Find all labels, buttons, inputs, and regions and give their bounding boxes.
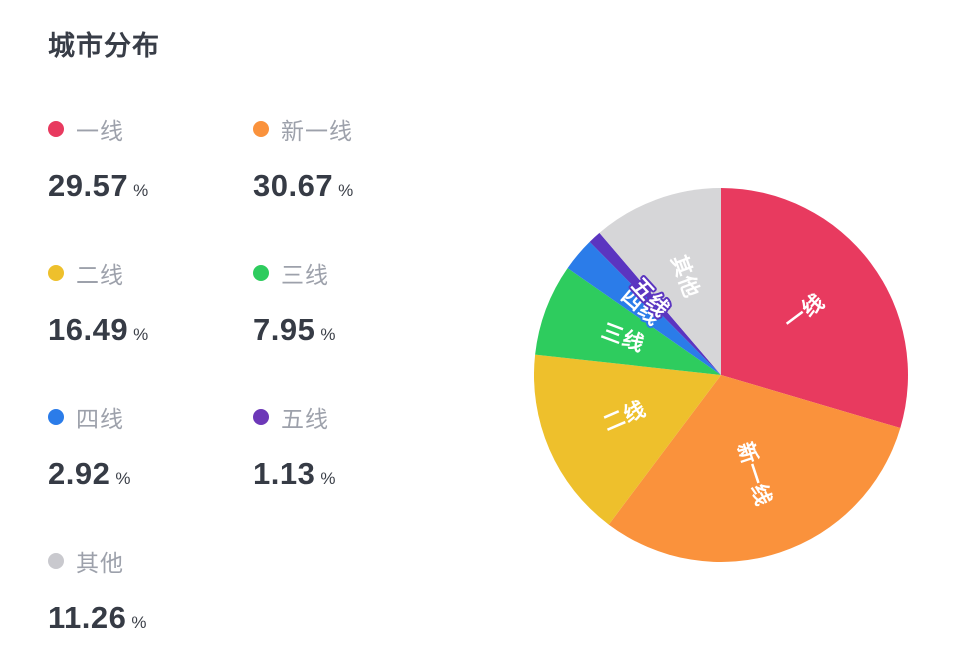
legend-value-line: 1.13 %: [253, 456, 458, 496]
legend-value: 16.49: [48, 312, 129, 347]
legend-dot-icon: [253, 121, 269, 137]
legend-item-other[interactable]: 其他 11.26 %: [48, 546, 253, 640]
legend-value-line: 29.57 %: [48, 168, 253, 208]
legend-label: 三线: [281, 262, 329, 288]
legend-unit: %: [320, 469, 336, 488]
legend-unit: %: [131, 613, 147, 632]
legend-head: 五线: [253, 402, 458, 432]
legend-head: 新一线: [253, 114, 458, 144]
pie-slice-三线[interactable]: [535, 268, 721, 375]
pie-slice-一线[interactable]: [721, 188, 908, 428]
legend-value-line: 7.95 %: [253, 312, 458, 352]
legend-value: 11.26: [48, 600, 127, 635]
legend-dot-icon: [253, 409, 269, 425]
legend-unit: %: [338, 181, 354, 200]
pie-slice-新一线[interactable]: [608, 375, 901, 562]
legend-value-line: 11.26 %: [48, 600, 253, 640]
legend-head: 三线: [253, 258, 458, 288]
legend-value: 2.92: [48, 456, 111, 491]
legend-value: 1.13: [253, 456, 316, 491]
legend: 一线 29.57 % 新一线 30.67 % 二线 16.49 % 三线: [48, 114, 458, 640]
legend-item-tier5[interactable]: 五线 1.13 %: [253, 402, 458, 496]
legend-value-line: 2.92 %: [48, 456, 253, 496]
legend-label: 其他: [76, 550, 124, 576]
legend-head: 二线: [48, 258, 253, 288]
legend-value: 29.57: [48, 168, 129, 203]
pie-slice-四线[interactable]: [567, 241, 721, 375]
legend-item-new-tier1[interactable]: 新一线 30.67 %: [253, 114, 458, 208]
legend-value: 7.95: [253, 312, 316, 347]
legend-label: 新一线: [281, 118, 353, 144]
legend-dot-icon: [48, 409, 64, 425]
legend-item-tier4[interactable]: 四线 2.92 %: [48, 402, 253, 496]
legend-label: 二线: [76, 262, 124, 288]
pie-slice-二线[interactable]: [534, 354, 721, 525]
legend-head: 四线: [48, 402, 253, 432]
legend-unit: %: [115, 469, 131, 488]
legend-head: 其他: [48, 546, 253, 576]
legend-unit: %: [133, 325, 149, 344]
legend-unit: %: [320, 325, 336, 344]
legend-value-line: 30.67 %: [253, 168, 458, 208]
legend-label: 四线: [76, 406, 124, 432]
legend-dot-icon: [253, 265, 269, 281]
legend-dot-icon: [48, 553, 64, 569]
page-title: 城市分布: [48, 31, 160, 61]
legend-dot-icon: [48, 121, 64, 137]
legend-dot-icon: [48, 265, 64, 281]
legend-label: 一线: [76, 118, 124, 144]
legend-value: 30.67: [253, 168, 334, 203]
legend-head: 一线: [48, 114, 253, 144]
legend-item-tier2[interactable]: 二线 16.49 %: [48, 258, 253, 352]
legend-item-tier3[interactable]: 三线 7.95 %: [253, 258, 458, 352]
legend-unit: %: [133, 181, 149, 200]
legend-item-tier1[interactable]: 一线 29.57 %: [48, 114, 253, 208]
legend-value-line: 16.49 %: [48, 312, 253, 352]
pie-slice-五线[interactable]: [589, 232, 721, 375]
legend-label: 五线: [281, 406, 329, 432]
pie-slice-其他[interactable]: [599, 188, 721, 375]
